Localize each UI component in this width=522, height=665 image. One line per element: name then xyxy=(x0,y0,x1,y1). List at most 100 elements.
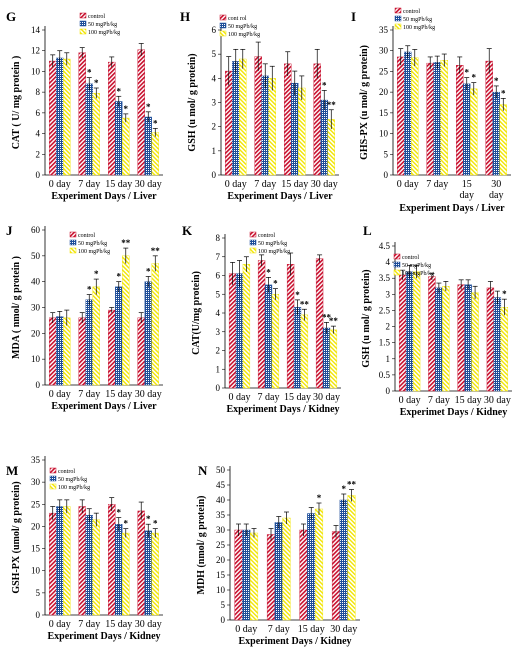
bar-L-0-1 xyxy=(405,271,414,392)
bar-L-3-1 xyxy=(493,297,502,392)
x-axis-label: Experiment Days / Liver xyxy=(399,203,505,214)
bar-K-1-0 xyxy=(257,260,266,389)
x-tick-label: 0 day xyxy=(49,389,71,400)
legend-label: control xyxy=(402,255,419,261)
bar-K-2-2 xyxy=(300,314,309,389)
y-tick-label: 0.5 xyxy=(379,370,391,380)
y-tick-label: 0 xyxy=(36,380,41,390)
x-axis-label: Experiment Days / Kidney xyxy=(47,631,160,642)
x-tick-label: 7 day xyxy=(78,389,100,400)
bar-K-1-1 xyxy=(264,284,273,389)
legend-swatch xyxy=(249,247,257,254)
y-tick-label: 4 xyxy=(386,257,391,267)
legend-label: control xyxy=(78,233,95,239)
bar-K-0-1 xyxy=(235,273,244,389)
bar-H-2-0 xyxy=(284,63,292,176)
y-tick-label: 1 xyxy=(216,364,221,374)
bar-G-2-2 xyxy=(122,117,130,176)
bar-M-2-2 xyxy=(122,532,130,616)
significance-star: * xyxy=(146,514,151,524)
y-tick-label: 50 xyxy=(216,465,226,475)
x-tick-label: 30 day xyxy=(330,624,357,635)
y-tick-label: 3.5 xyxy=(379,273,391,283)
significance-star: ** xyxy=(151,246,161,256)
y-tick-label: 7 xyxy=(216,252,221,262)
legend-label: control xyxy=(403,9,420,15)
legend-label: 50 mgPb/kg xyxy=(228,24,257,30)
y-tick-label: 20 xyxy=(379,87,389,97)
bar-J-3-0 xyxy=(137,317,145,386)
bar-M-0-1 xyxy=(56,506,64,616)
y-tick-label: 3 xyxy=(386,289,391,299)
significance-star: * xyxy=(266,267,271,277)
x-tick-label: 0 day xyxy=(229,392,251,403)
legend-swatch xyxy=(393,269,401,276)
x-tick-label: 0 day xyxy=(397,179,419,190)
y-tick-label: 10 xyxy=(31,66,41,76)
bar-I-1-0 xyxy=(426,62,434,176)
bar-G-2-1 xyxy=(115,101,123,176)
y-tick-label: 10 xyxy=(379,129,389,139)
y-tick-label: 6 xyxy=(212,25,217,35)
y-tick-label: 2 xyxy=(216,346,221,356)
x-tick-label: 0 day xyxy=(49,179,71,190)
significance-star: * xyxy=(117,272,122,282)
y-tick-label: 30 xyxy=(31,303,41,313)
legend-swatch xyxy=(69,247,77,254)
y-axis-label: MDA ( nmol/ g protein ) xyxy=(11,256,22,359)
significance-star: * xyxy=(317,493,322,503)
bar-L-1-0 xyxy=(428,276,436,392)
significance-star: * xyxy=(322,80,327,90)
bar-M-0-0 xyxy=(49,512,57,616)
bar-G-1-1 xyxy=(85,83,93,176)
bar-K-2-1 xyxy=(293,307,302,389)
bar-I-1-2 xyxy=(440,60,448,176)
y-tick-label: 10 xyxy=(31,566,41,576)
y-tick-label: 0 xyxy=(36,170,41,180)
legend-swatch xyxy=(79,12,87,19)
legend-label: 100 mgPb/kg xyxy=(402,271,434,277)
bar-L-3-0 xyxy=(486,287,495,392)
legend-swatch xyxy=(49,467,57,474)
bar-H-0-1 xyxy=(232,61,240,176)
x-tick-label: 7 day xyxy=(258,392,280,403)
significance-star: * xyxy=(94,269,99,279)
y-tick-label: 2 xyxy=(212,122,217,132)
y-tick-label: 15 xyxy=(31,544,41,554)
bar-N-2-2 xyxy=(314,508,324,621)
bar-L-1-2 xyxy=(442,286,450,392)
x-tick-label: 0 day xyxy=(235,624,257,635)
y-tick-label: 14 xyxy=(31,25,41,35)
bar-M-3-2 xyxy=(151,532,159,616)
bar-L-1-1 xyxy=(435,287,443,392)
bar-G-0-0 xyxy=(49,60,57,176)
legend-label: 50 mgPb/kg xyxy=(402,263,431,269)
significance-star: * xyxy=(146,267,151,277)
legend-swatch xyxy=(393,253,401,260)
bar-H-2-2 xyxy=(298,87,306,176)
x-tick-label: 7 day xyxy=(254,179,276,190)
bar-K-0-0 xyxy=(228,273,237,389)
bar-G-2-0 xyxy=(108,61,116,176)
legend-swatch xyxy=(49,475,57,482)
legend-label: 50 mgPb/kg xyxy=(258,241,287,247)
bar-I-0-2 xyxy=(411,57,419,176)
x-tick-label: 7 day xyxy=(78,619,100,630)
y-tick-label: 50 xyxy=(31,251,41,261)
panel-letter-M: M xyxy=(6,463,18,478)
x-axis-label: Experimet Days / Kidney xyxy=(400,407,508,418)
legend-label: 100 mgPb/kg xyxy=(228,32,260,38)
panel-letter-I: I xyxy=(351,9,356,24)
bar-L-0-0 xyxy=(398,274,407,392)
bar-G-0-1 xyxy=(56,57,64,176)
y-axis-label: GSH-PX (umol/ g protein) xyxy=(11,481,22,593)
x-tick-label: 0 day xyxy=(225,179,247,190)
bar-I-3-1 xyxy=(492,91,500,176)
legend-swatch xyxy=(79,28,87,35)
y-tick-label: 30 xyxy=(379,46,389,56)
bar-N-0-2 xyxy=(249,532,259,621)
bar-J-1-2 xyxy=(92,286,100,386)
bar-H-1-2 xyxy=(268,78,276,176)
bar-I-1-1 xyxy=(433,62,441,176)
